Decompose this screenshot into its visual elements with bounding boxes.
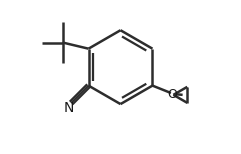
Text: O: O — [167, 88, 177, 101]
Text: N: N — [63, 101, 74, 115]
